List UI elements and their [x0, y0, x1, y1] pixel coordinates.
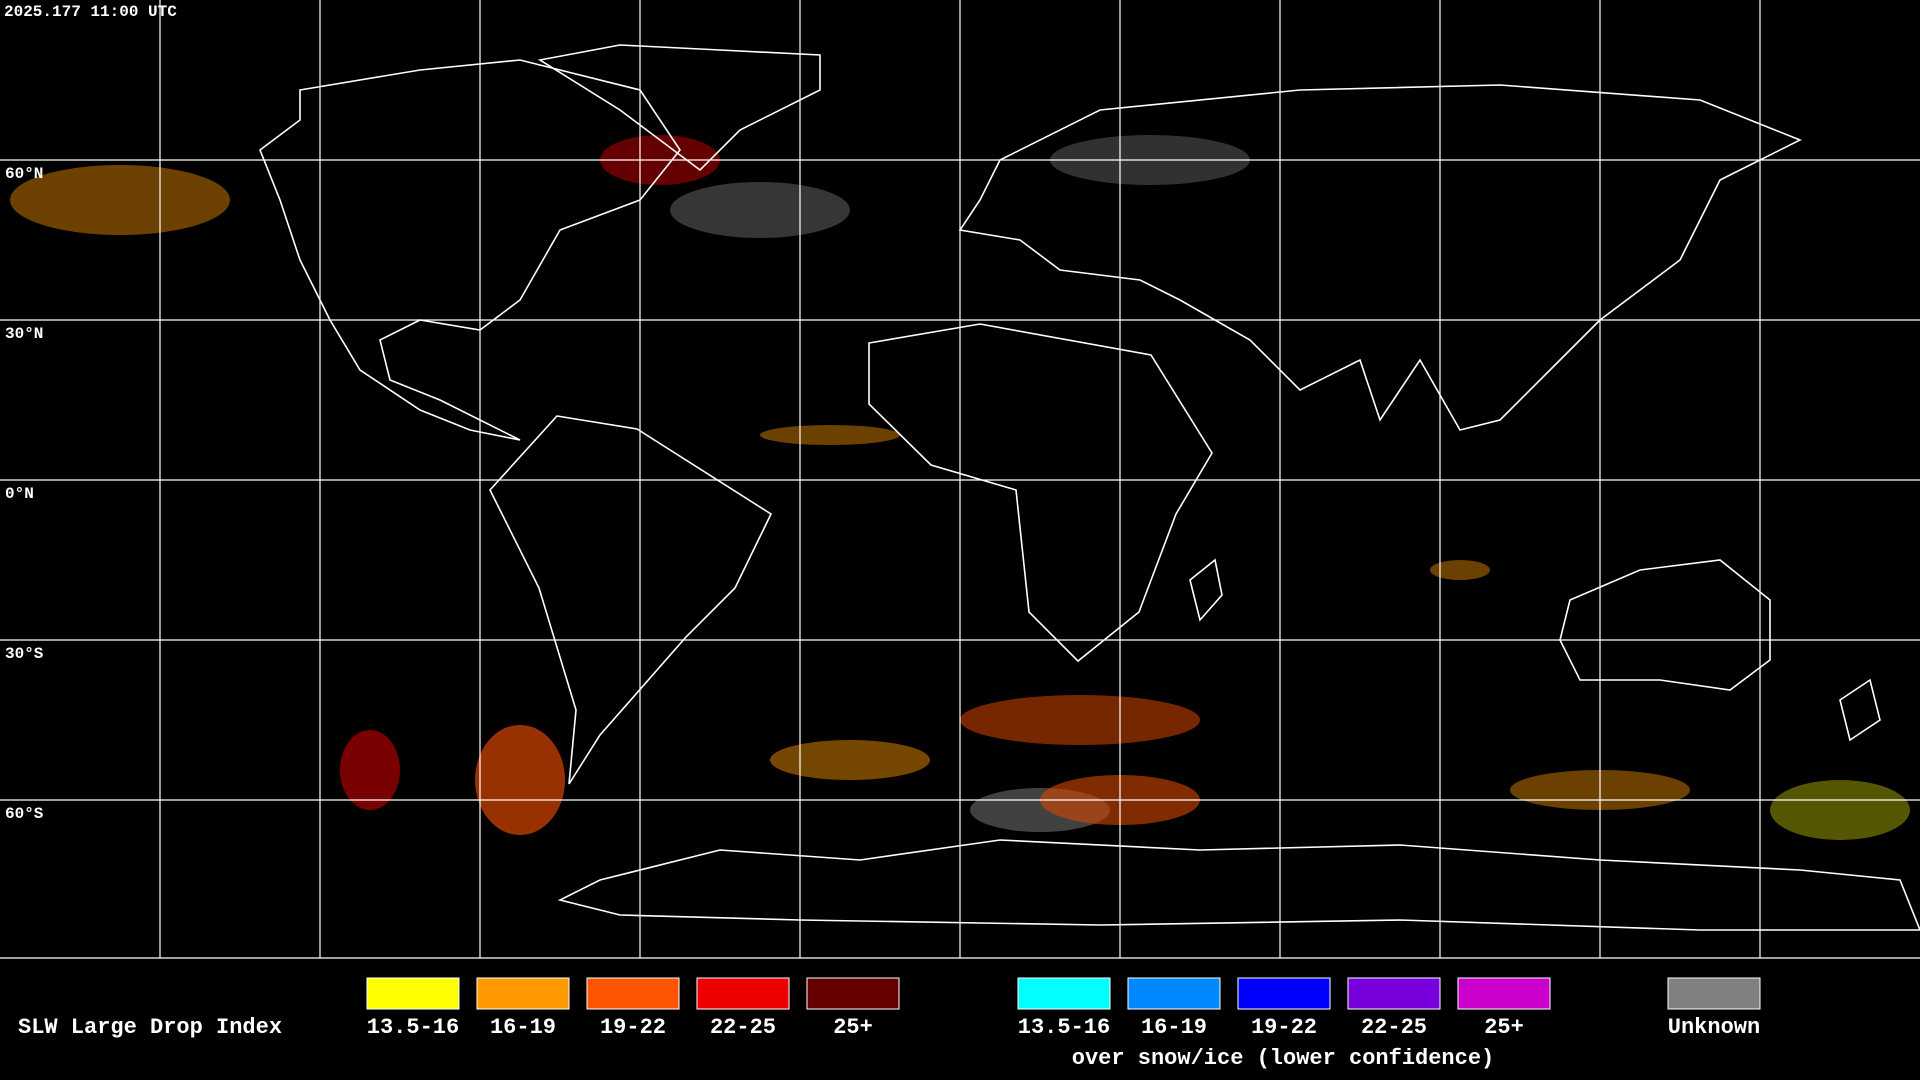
latitude-labels: 60°N 30°N 0°N 30°S 60°S	[5, 165, 44, 823]
legend-swatch	[1127, 977, 1221, 1010]
legend-swatch	[1017, 977, 1111, 1010]
legend-label: 19-22	[1251, 1015, 1317, 1040]
legend-label: 25+	[1484, 1015, 1524, 1040]
legend-swatch	[1667, 977, 1761, 1010]
legend-swatch	[696, 977, 790, 1010]
legend-label: 25+	[833, 1015, 873, 1040]
legend-label: 22-25	[710, 1015, 776, 1040]
legend-title: SLW Large Drop Index	[18, 1015, 282, 1040]
legend-label: 19-22	[600, 1015, 666, 1040]
legend-swatch	[366, 977, 460, 1010]
latitude-label: 30°S	[5, 645, 44, 663]
legend-swatch	[476, 977, 570, 1010]
snow-ice-caption: over snow/ice (lower confidence)	[1072, 1046, 1494, 1071]
legend-label: 22-25	[1361, 1015, 1427, 1040]
legend-swatch	[586, 977, 680, 1010]
legend-swatch	[1347, 977, 1441, 1010]
coastlines	[259, 44, 1920, 931]
legend-label: 13.5-16	[367, 1015, 459, 1040]
timestamp: 2025.177 11:00 UTC	[4, 3, 177, 21]
legend-label: Unknown	[1668, 1015, 1760, 1040]
map: 60°N 30°N 0°N 30°S 60°S	[0, 0, 1920, 958]
graticule	[0, 0, 1920, 958]
latitude-label: 60°N	[5, 165, 43, 183]
legend-label: 16-19	[490, 1015, 556, 1040]
legend-label: 16-19	[1141, 1015, 1207, 1040]
latitude-label: 30°N	[5, 325, 43, 343]
latitude-label: 60°S	[5, 805, 44, 823]
legend: SLW Large Drop Index over snow/ice (lowe…	[18, 977, 1761, 1071]
latitude-label: 0°N	[5, 485, 34, 503]
legend-swatch	[1457, 977, 1551, 1010]
cloud-field	[10, 135, 1910, 840]
legend-label: 13.5-16	[1018, 1015, 1110, 1040]
legend-swatch	[1237, 977, 1331, 1010]
legend-swatch	[806, 977, 900, 1010]
